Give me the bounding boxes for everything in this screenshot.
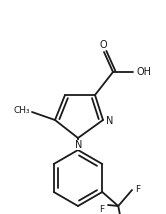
- Text: N: N: [106, 116, 114, 126]
- Text: N: N: [75, 140, 83, 150]
- Text: F: F: [135, 186, 141, 195]
- Text: O: O: [99, 40, 107, 50]
- Text: OH: OH: [136, 67, 152, 77]
- Text: CH₃: CH₃: [14, 106, 30, 114]
- Text: F: F: [99, 205, 105, 214]
